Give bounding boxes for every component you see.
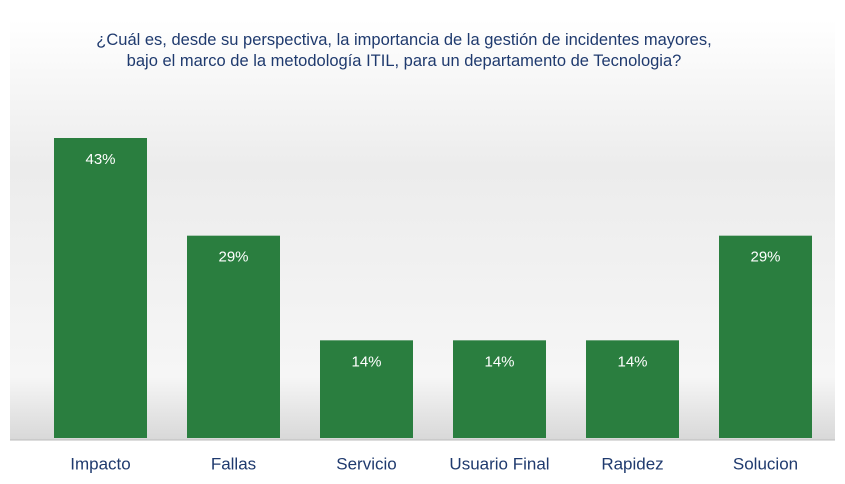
bar — [586, 340, 679, 438]
plot-background — [10, 20, 835, 440]
chart-title: ¿Cuál es, desde su perspectiva, la impor… — [96, 31, 712, 70]
bar — [187, 235, 280, 438]
value-label: 29% — [750, 249, 780, 266]
x-tick-label: Fallas — [211, 454, 256, 473]
x-tick-label: Impacto — [70, 454, 130, 473]
x-tick-label: Rapidez — [601, 454, 663, 473]
bar — [320, 340, 413, 438]
bar — [54, 138, 147, 438]
value-label: 14% — [484, 353, 514, 370]
value-label: 43% — [85, 151, 115, 168]
bar — [453, 340, 546, 438]
x-tick-label: Usuario Final — [449, 454, 549, 473]
value-label: 14% — [351, 353, 381, 370]
bar — [719, 235, 812, 438]
value-label: 29% — [218, 249, 248, 266]
x-tick-label: Servicio — [336, 454, 396, 473]
value-label: 14% — [617, 353, 647, 370]
x-tick-label: Solucion — [733, 454, 798, 473]
